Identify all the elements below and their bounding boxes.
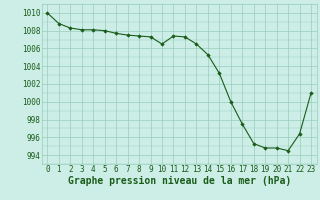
X-axis label: Graphe pression niveau de la mer (hPa): Graphe pression niveau de la mer (hPa) (68, 176, 291, 186)
